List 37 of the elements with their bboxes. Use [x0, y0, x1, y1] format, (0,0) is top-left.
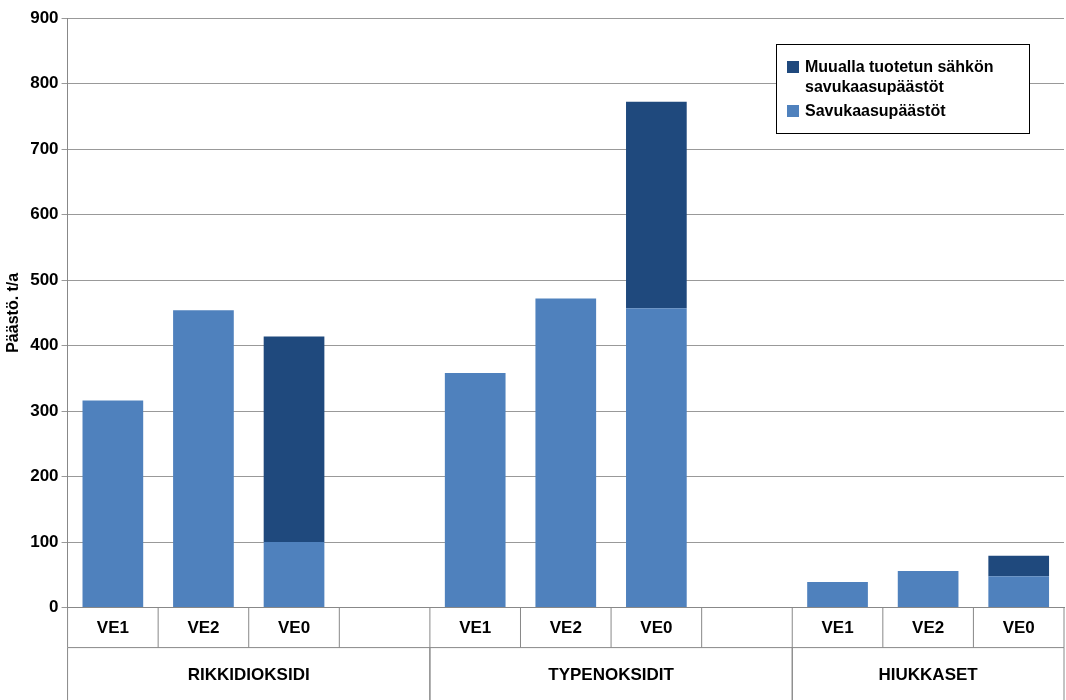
y-tick-label: 400	[30, 335, 59, 355]
y-tick-label: 200	[30, 466, 59, 486]
x-tick-label: VE1	[821, 618, 854, 638]
x-tick-label: VE2	[912, 618, 945, 638]
bar	[807, 582, 868, 608]
bar	[173, 310, 234, 608]
x-tick-label: VE0	[1002, 618, 1035, 638]
bar	[626, 308, 687, 608]
y-tick-label: 500	[30, 269, 59, 289]
bar	[444, 373, 506, 608]
y-tick-label: 300	[30, 400, 59, 420]
y-tick-label: 600	[30, 204, 59, 224]
y-tick-label: 900	[30, 7, 59, 27]
x-tick-label: VE1	[459, 618, 492, 638]
legend-label: Savukaasupäästöt	[805, 101, 946, 121]
bar	[535, 298, 597, 608]
bar	[263, 542, 325, 608]
x-tick-label: VE2	[187, 618, 220, 638]
legend-label: Muualla tuotetun sähkön savukaasupäästöt	[805, 57, 995, 97]
x-tick-label: VE0	[277, 618, 311, 638]
bar	[988, 576, 1050, 608]
x-tick-label: VE0	[640, 618, 673, 638]
text: HIUKKASET	[878, 665, 979, 685]
text: TYPENOKSIDIT	[548, 665, 675, 685]
bar	[263, 336, 325, 543]
y-tick-label: 0	[49, 597, 59, 617]
x-tick-label: VE2	[549, 618, 582, 638]
bar	[897, 570, 959, 608]
y-tick-label: 100	[30, 531, 59, 551]
bar	[82, 400, 144, 608]
bar	[626, 101, 687, 309]
bar	[988, 555, 1050, 577]
y-axis-title: Päästö. t/a	[4, 272, 22, 353]
y-tick-label: 700	[30, 138, 59, 158]
x-tick-label: VE1	[96, 618, 129, 638]
text: RIKKIDIOKSIDI	[187, 665, 310, 685]
y-tick-label: 800	[30, 73, 59, 93]
